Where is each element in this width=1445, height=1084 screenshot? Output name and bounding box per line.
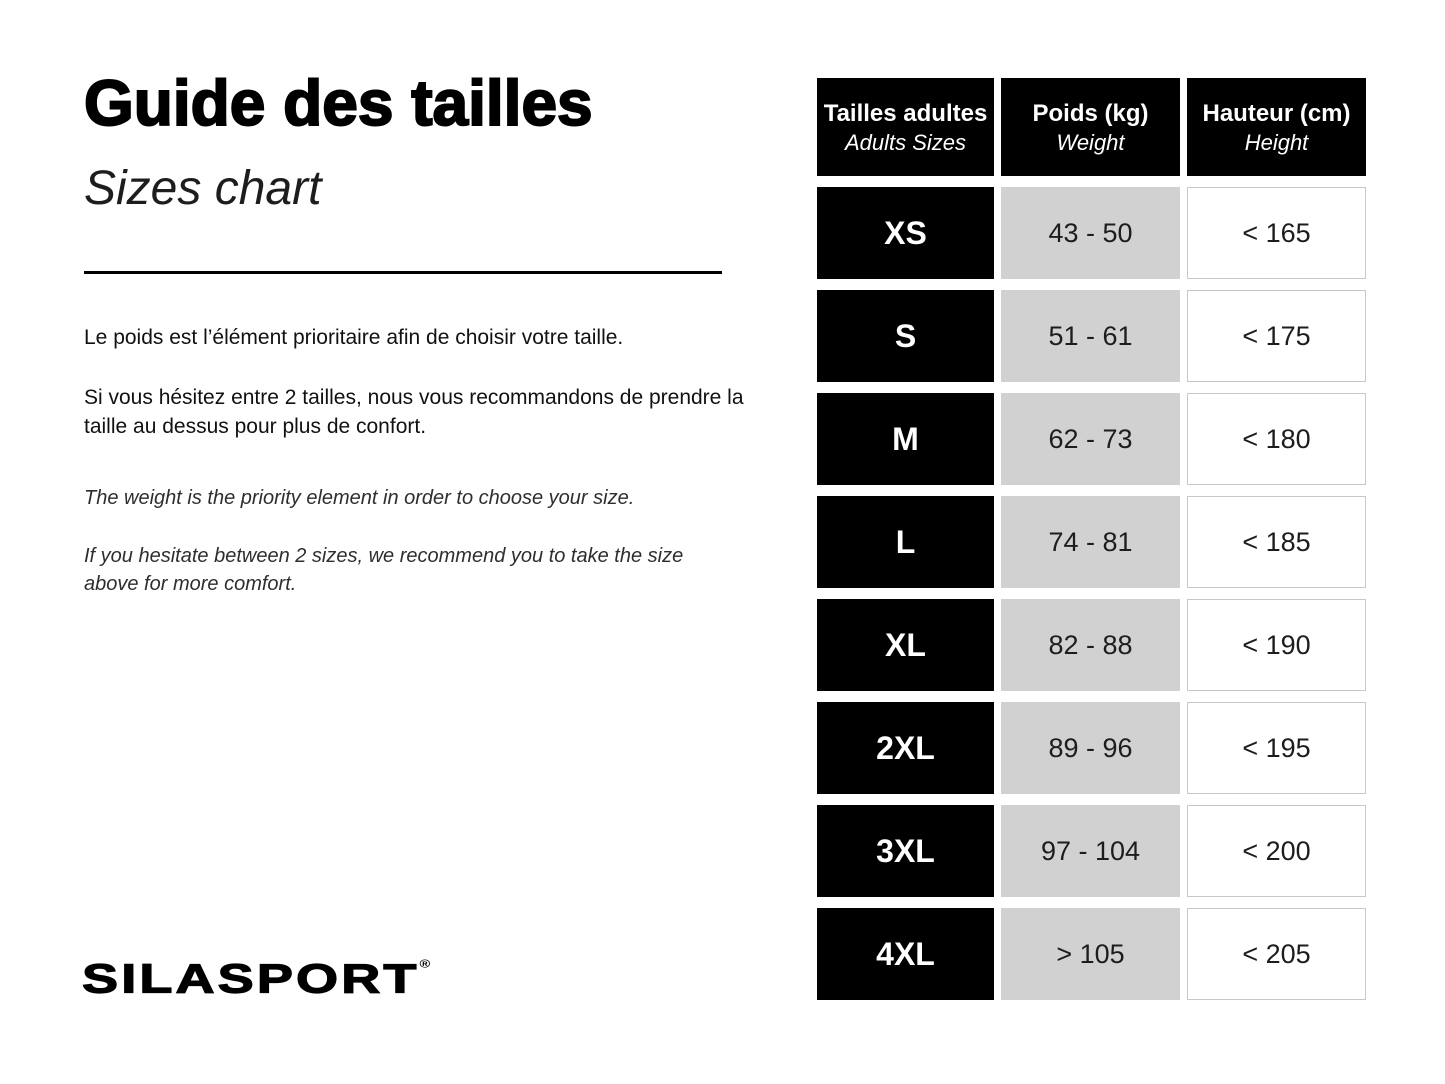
size-cell-3xl: 3XL: [817, 805, 994, 897]
french-paragraph-weight-priority: Le poids est l’élément prioritaire afin …: [84, 326, 624, 349]
silasport-logo: SILASPORT®: [81, 956, 431, 1003]
weight-cell-xs: 43 - 50: [1001, 187, 1180, 279]
size-cell-m: M: [817, 393, 994, 485]
column-header-height: Hauteur (cm) Height: [1187, 78, 1366, 176]
column-header-sub-label: Height: [1244, 129, 1309, 155]
weight-cell-xl: 82 - 88: [1001, 599, 1180, 691]
size-chart-table: Tailles adultes Adults Sizes Poids (kg) …: [817, 78, 1366, 1000]
size-cell-xs: XS: [817, 187, 994, 279]
weight-cell-2xl: 89 - 96: [1001, 702, 1180, 794]
column-header-main-label: Poids (kg): [1032, 99, 1149, 127]
height-cell-xl: < 190: [1187, 599, 1366, 691]
column-header-sub-label: Adults Sizes: [844, 129, 967, 155]
height-cell-l: < 185: [1187, 496, 1366, 588]
column-header-main-label: Hauteur (cm): [1202, 99, 1351, 127]
size-cell-4xl: 4XL: [817, 908, 994, 1000]
page-title-english: Sizes chart: [84, 162, 322, 215]
weight-cell-s: 51 - 61: [1001, 290, 1180, 382]
height-cell-3xl: < 200: [1187, 805, 1366, 897]
height-cell-2xl: < 195: [1187, 702, 1366, 794]
height-cell-m: < 180: [1187, 393, 1366, 485]
column-header-weight: Poids (kg) Weight: [1001, 78, 1180, 176]
size-cell-l: L: [817, 496, 994, 588]
english-paragraph-size-recommendation: If you hesitate between 2 sizes, we reco…: [84, 545, 684, 595]
page-title-french: Guide des tailles: [83, 67, 594, 139]
title-divider: [84, 271, 722, 274]
column-header-adult-sizes: Tailles adultes Adults Sizes: [817, 78, 994, 176]
height-cell-s: < 175: [1187, 290, 1366, 382]
column-header-sub-label: Weight: [1056, 129, 1125, 155]
french-paragraph-size-recommendation: Si vous hésitez entre 2 tailles, nous vo…: [84, 386, 744, 438]
english-paragraph-weight-priority: The weight is the priority element in or…: [84, 487, 635, 509]
weight-cell-m: 62 - 73: [1001, 393, 1180, 485]
size-cell-s: S: [817, 290, 994, 382]
silasport-logo-text: SILASPORT: [81, 956, 420, 1003]
height-cell-xs: < 165: [1187, 187, 1366, 279]
size-cell-xl: XL: [817, 599, 994, 691]
column-header-main-label: Tailles adultes: [823, 99, 988, 127]
registered-trademark-icon: ®: [419, 957, 431, 971]
size-cell-2xl: 2XL: [817, 702, 994, 794]
weight-cell-4xl: > 105: [1001, 908, 1180, 1000]
height-cell-4xl: < 205: [1187, 908, 1366, 1000]
weight-cell-l: 74 - 81: [1001, 496, 1180, 588]
weight-cell-3xl: 97 - 104: [1001, 805, 1180, 897]
